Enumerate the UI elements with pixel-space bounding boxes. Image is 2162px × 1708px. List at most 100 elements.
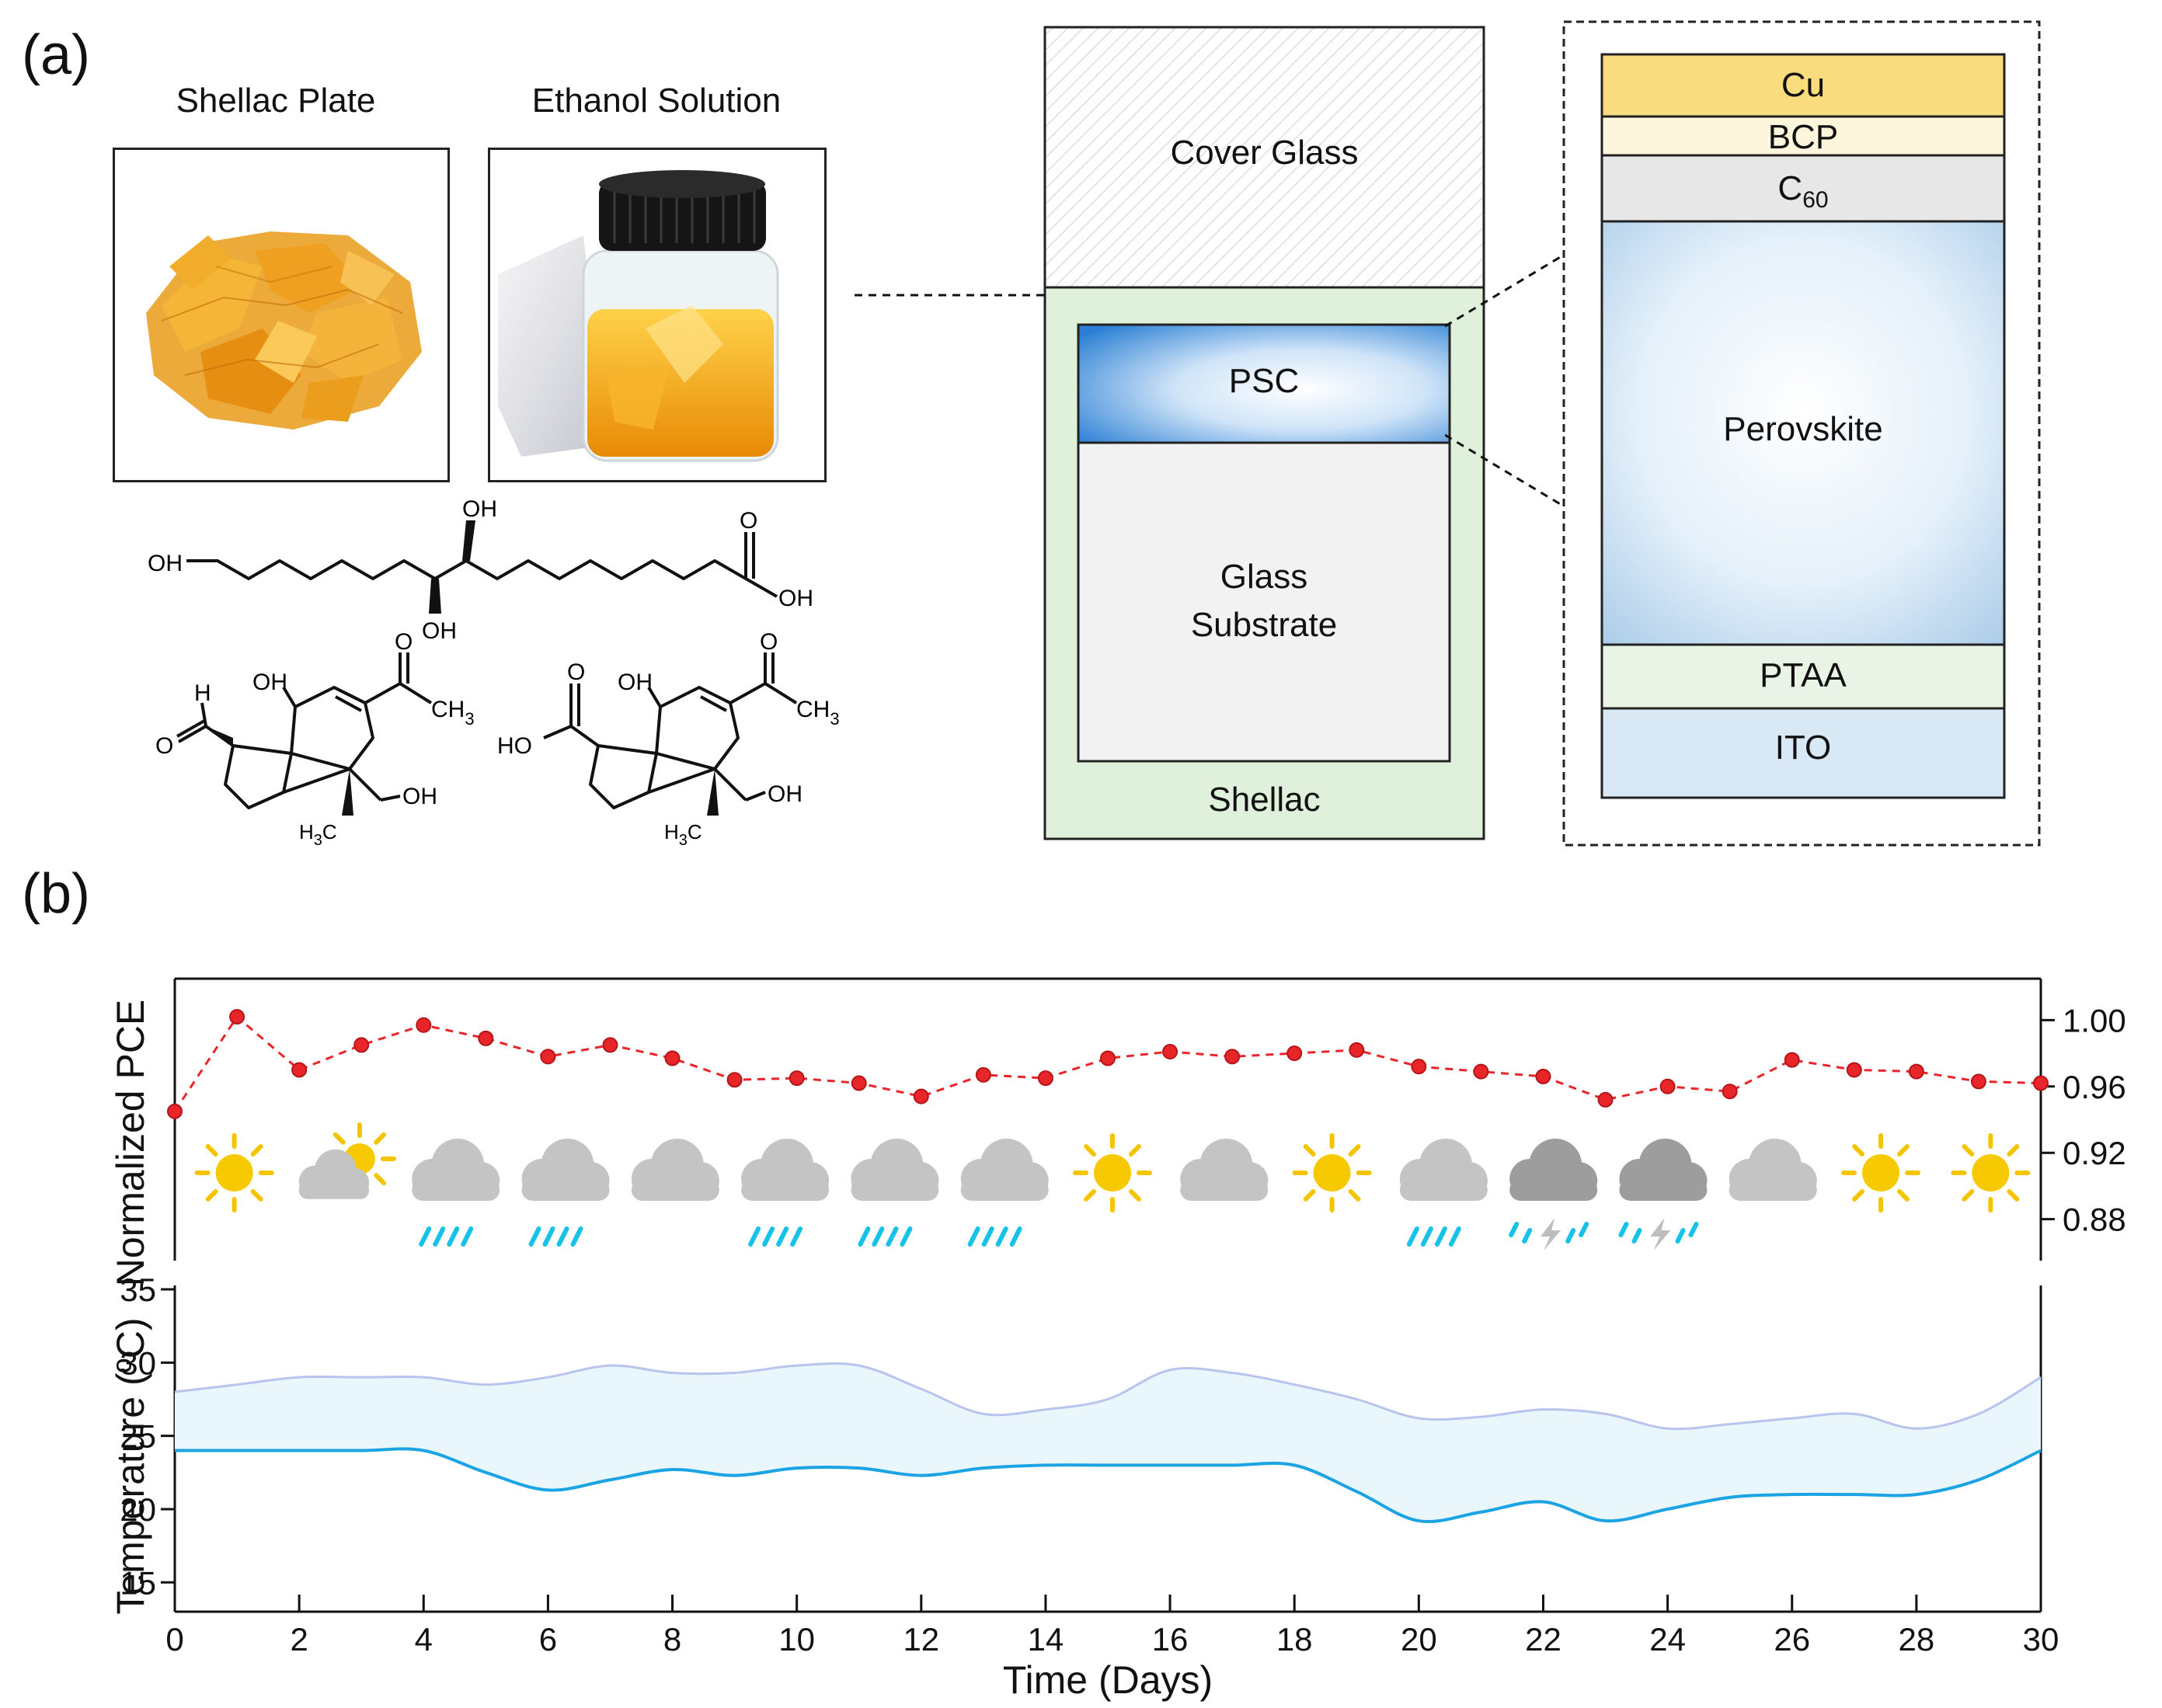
temp-ytick-label: 25 [120,1418,156,1455]
rain-icon [960,1139,1049,1247]
pce-data-point [1908,1063,1924,1080]
chem-oh-left: OH [148,551,183,576]
perovskite-label: Perovskite [1723,410,1883,448]
sunny-icon [1951,1133,2031,1212]
temp-ylabel: Temperature (ºC) [109,1317,152,1614]
pce-data-point [1411,1059,1427,1075]
pce-plot: 0.88 0.92 0.96 1.00 Normalized PCE [109,977,2126,1287]
panel-b-label: (b) [22,863,90,925]
pce-data-point [1286,1045,1303,1062]
pce-data-point [229,1009,245,1025]
temp-xtick-label: 28 [1899,1621,1935,1658]
cu-layer [1600,53,2006,118]
pce-data-point [1722,1084,1738,1100]
perovskite-layer [1600,220,2006,646]
cu-label: Cu [1781,66,1826,104]
pce-data-point [1037,1070,1053,1087]
temp-xtick-label: 24 [1649,1621,1686,1658]
shellac-flakes [146,231,422,430]
pce-data-point [1597,1091,1614,1108]
bcp-label: BCP [1767,118,1839,156]
pce-data-point [416,1017,432,1033]
pce-data-point [975,1066,991,1083]
chem-s1-o-top: O [395,629,413,655]
pce-data-point [913,1088,929,1104]
temp-xtick-label: 20 [1401,1621,1437,1658]
thunderstorm-icon [1509,1139,1598,1251]
chem-s2-ch3: CH3 [796,697,840,729]
temp-xtick-label: 26 [1774,1621,1810,1658]
ethanol-solution-caption: Ethanol Solution [531,82,782,120]
sunny-icon [1841,1133,1921,1212]
connector-line [855,294,1064,297]
shellac-plate-caption: Shellac Plate [176,82,376,120]
cover-glass-label: Cover Glass [1170,134,1359,172]
c60-label: C60 [1777,169,1829,213]
pce-data-point [2033,1075,2049,1091]
temp-xtick-label: 8 [663,1621,681,1658]
chem-s1-h3c: H3C [299,820,337,849]
temp-xtick-label: 0 [165,1621,183,1658]
pce-data-point [291,1062,308,1078]
ptaa-label: PTAA [1760,656,1847,694]
temp-ytick-label: 30 [120,1344,156,1381]
temp-xtick-label: 14 [1028,1621,1064,1658]
sunny-icon [194,1133,274,1212]
pce-data-point [478,1030,494,1046]
pce-data-point [1784,1052,1800,1068]
shellac-plate-photo [113,148,450,482]
pce-ytick-label: 1.00 [2063,1002,2126,1038]
pce-data-point [1473,1063,1489,1080]
pce-data-point [789,1070,805,1087]
temp-range-band [175,1363,2041,1522]
chem-oh-right: OH [778,586,813,611]
temp-xtick-label: 30 [2023,1621,2059,1658]
temp-xtick-label: 12 [903,1621,939,1658]
chem-s2-h3c: H3C [664,820,702,849]
pce-data-point [1224,1049,1241,1065]
cloudy-icon [631,1139,719,1201]
pce-data-point [1349,1042,1365,1058]
pce-data-point [1846,1062,1862,1078]
temp-ytick-label: 35 [120,1271,156,1308]
glass-substrate-label-2: Substrate [1190,606,1338,644]
pce-data-point [1162,1043,1178,1059]
chem-s1-ch3: CH3 [431,697,475,729]
bottle-shadow [498,235,607,457]
pce-ylabel: Normalized PCE [109,1000,152,1287]
partly-cloudy-icon [298,1122,396,1199]
pce-ytick-label: 0.92 [2063,1135,2126,1171]
pce-data-point [1659,1078,1676,1094]
chemical-structures: OH OH OH O OH H OH O CH3 O OH H3C [148,497,840,849]
chem-s1-oh-right: OH [402,784,437,809]
chem-s2-oh-right: OH [768,781,802,807]
rain-icon [741,1139,830,1247]
chem-oh-bottom: OH [422,618,457,644]
temp-xtick-label: 4 [415,1621,433,1658]
ito-label: ITO [1774,729,1832,767]
psc-label: PSC [1228,362,1300,400]
sunny-icon [1292,1133,1372,1212]
temp-xtick-label: 6 [539,1621,557,1658]
stack-zoom-frame [1562,20,2041,847]
pce-data-point [353,1037,370,1053]
rain-icon [1399,1139,1488,1247]
temp-xtick-label: 2 [290,1621,308,1658]
glass-substrate-label-1: Glass [1220,558,1308,596]
pce-data-point [540,1049,556,1065]
temp-ytick-label: 20 [120,1491,156,1528]
chem-o: O [740,508,757,534]
pce-data-point [726,1072,743,1088]
chem-s2-ho: HO [497,733,532,759]
psc-layer [1077,323,1451,444]
pce-data-point [602,1037,618,1053]
aleuritic-chain [186,559,747,580]
chem-s2-oh: OH [618,670,653,695]
rain-icon [521,1139,610,1247]
sunny-icon [1073,1133,1152,1212]
pce-data-point [664,1050,681,1066]
ito-layer [1600,707,2006,799]
temp-xtick-label: 18 [1276,1621,1313,1658]
